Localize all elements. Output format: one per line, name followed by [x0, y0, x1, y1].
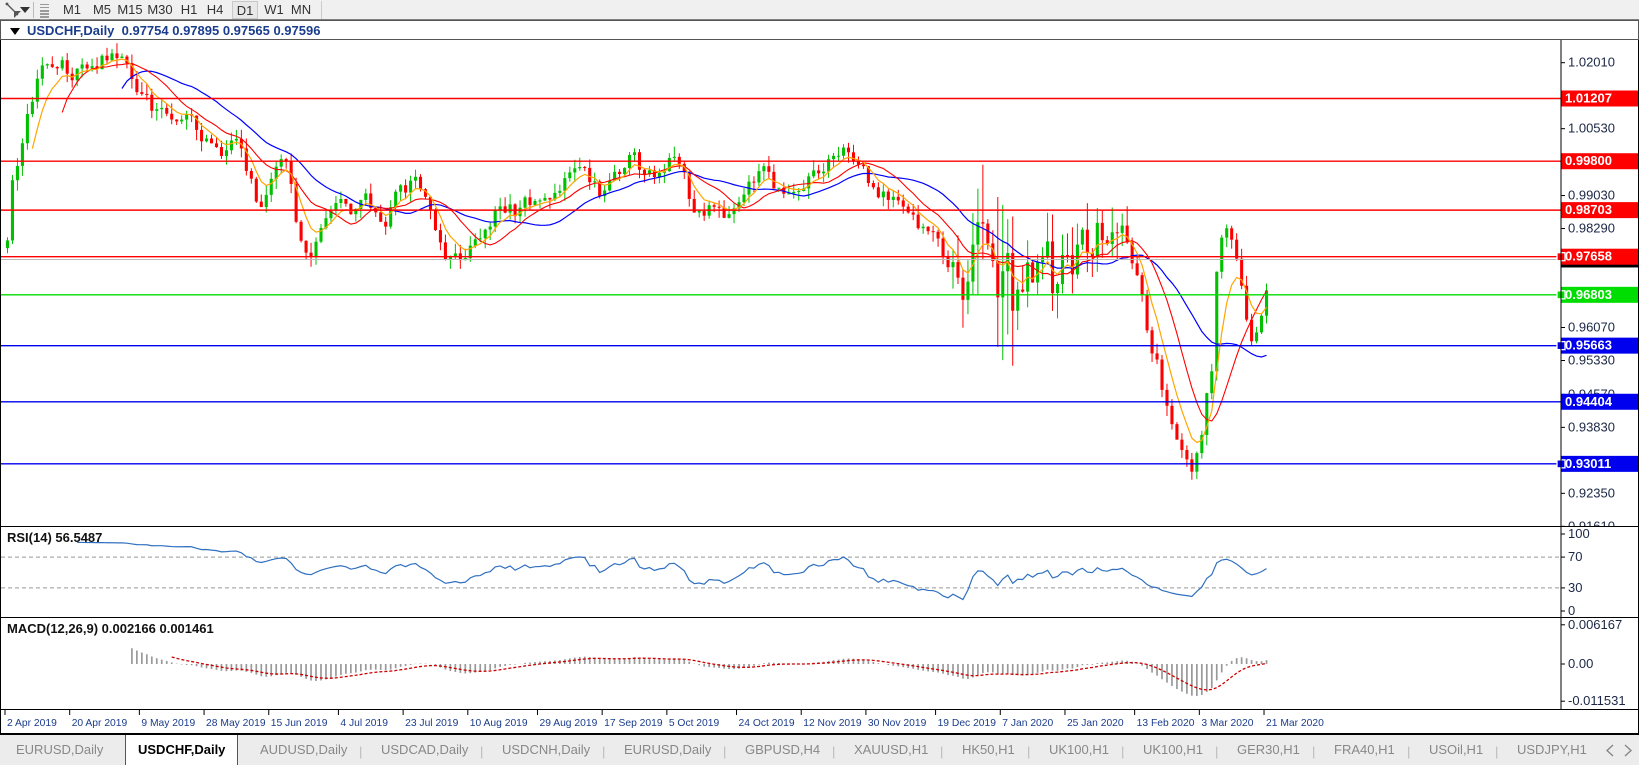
- svg-text:0.96070: 0.96070: [1568, 319, 1615, 334]
- svg-text:4 Jul 2019: 4 Jul 2019: [340, 718, 388, 729]
- svg-text:0.99800: 0.99800: [1565, 153, 1612, 168]
- svg-text:0.00: 0.00: [1568, 656, 1593, 671]
- svg-text:0.95330: 0.95330: [1568, 352, 1615, 367]
- svg-text:10 Aug 2019: 10 Aug 2019: [470, 718, 528, 729]
- svg-text:21 Mar 2020: 21 Mar 2020: [1266, 718, 1324, 729]
- svg-text:19 Dec 2019: 19 Dec 2019: [938, 718, 997, 729]
- svg-text:0.93830: 0.93830: [1568, 419, 1615, 434]
- svg-text:1.02010: 1.02010: [1568, 55, 1615, 70]
- svg-text:0.99030: 0.99030: [1568, 188, 1615, 203]
- svg-text:13 Feb 2020: 13 Feb 2020: [1137, 718, 1195, 729]
- svg-text:5 Oct 2019: 5 Oct 2019: [669, 718, 720, 729]
- svg-text:0: 0: [1568, 603, 1575, 618]
- svg-text:15 Jun 2019: 15 Jun 2019: [271, 718, 328, 729]
- svg-text:30 Nov 2019: 30 Nov 2019: [868, 718, 927, 729]
- svg-text:0.97658: 0.97658: [1565, 249, 1612, 264]
- svg-text:7 Jan 2020: 7 Jan 2020: [1002, 718, 1053, 729]
- svg-text:1.01207: 1.01207: [1565, 90, 1612, 105]
- svg-text:0.98703: 0.98703: [1565, 202, 1612, 217]
- svg-text:29 Aug 2019: 29 Aug 2019: [539, 718, 597, 729]
- svg-text:0.93011: 0.93011: [1565, 456, 1611, 471]
- svg-text:12 Nov 2019: 12 Nov 2019: [803, 718, 862, 729]
- svg-text:20 Apr 2019: 20 Apr 2019: [72, 718, 128, 729]
- svg-text:0.96803: 0.96803: [1565, 287, 1612, 302]
- svg-text:-0.011531: -0.011531: [1568, 693, 1626, 708]
- svg-text:9 May 2019: 9 May 2019: [141, 718, 195, 729]
- svg-text:30: 30: [1568, 580, 1582, 595]
- svg-text:28 May 2019: 28 May 2019: [206, 718, 266, 729]
- svg-text:70: 70: [1568, 549, 1582, 564]
- svg-text:0.006167: 0.006167: [1568, 618, 1622, 632]
- svg-text:0.98290: 0.98290: [1568, 221, 1615, 236]
- svg-text:3 Mar 2020: 3 Mar 2020: [1201, 718, 1253, 729]
- svg-text:24 Oct 2019: 24 Oct 2019: [739, 718, 795, 729]
- svg-text:0.95663: 0.95663: [1565, 338, 1612, 353]
- svg-text:0.94404: 0.94404: [1565, 394, 1613, 409]
- svg-text:2 Apr 2019: 2 Apr 2019: [7, 718, 57, 729]
- svg-text:100: 100: [1568, 527, 1590, 541]
- svg-text:17 Sep 2019: 17 Sep 2019: [604, 718, 663, 729]
- svg-text:0.91610: 0.91610: [1568, 518, 1615, 527]
- svg-text:1.00530: 1.00530: [1568, 121, 1615, 136]
- svg-text:0.92350: 0.92350: [1568, 485, 1615, 500]
- svg-text:23 Jul 2019: 23 Jul 2019: [405, 718, 459, 729]
- svg-text:25 Jan 2020: 25 Jan 2020: [1067, 718, 1124, 729]
